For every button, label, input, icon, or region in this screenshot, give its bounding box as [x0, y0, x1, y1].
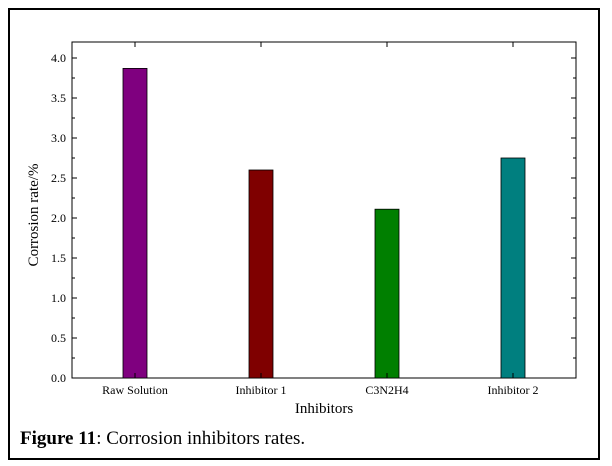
- bar-4: [500, 157, 526, 379]
- y-tick-label: 0.0: [51, 371, 66, 385]
- plot-frame: [71, 41, 577, 379]
- y-axis-title: Corrosion rate/%: [26, 164, 42, 267]
- bar-2: [248, 169, 274, 379]
- y-tick-label: 1.5: [51, 251, 66, 265]
- bar-3: [374, 208, 400, 379]
- caption-text: : Corrosion inhibitors rates.: [96, 428, 306, 449]
- y-tick-label: 3.5: [51, 91, 66, 105]
- y-tick-label: 3.0: [51, 131, 66, 145]
- x-axis-title: Inhibitors: [295, 401, 353, 417]
- caption-label: Figure 11: [20, 428, 97, 449]
- bar-1: [122, 68, 148, 379]
- y-tick-label: 4.0: [51, 51, 66, 65]
- y-tick-label: 2.0: [51, 211, 66, 225]
- x-tick-label: Inhibitor 2: [488, 383, 539, 397]
- x-tick-label: Raw Solution: [102, 383, 168, 397]
- figure-caption: Figure 11: Corrosion inhibitors rates.: [20, 428, 305, 450]
- x-tick-label: C3N2H4: [365, 383, 408, 397]
- x-tick-label: Inhibitor 1: [236, 383, 287, 397]
- y-tick-label: 1.0: [51, 291, 66, 305]
- y-tick-label: 2.5: [51, 171, 66, 185]
- y-tick-label: 0.5: [51, 331, 66, 345]
- plot-area: 0.0 0.5 1.0 1.5 2.0 2.5 3.0 3.5 4.0 Raw Solution I…: [51, 41, 577, 397]
